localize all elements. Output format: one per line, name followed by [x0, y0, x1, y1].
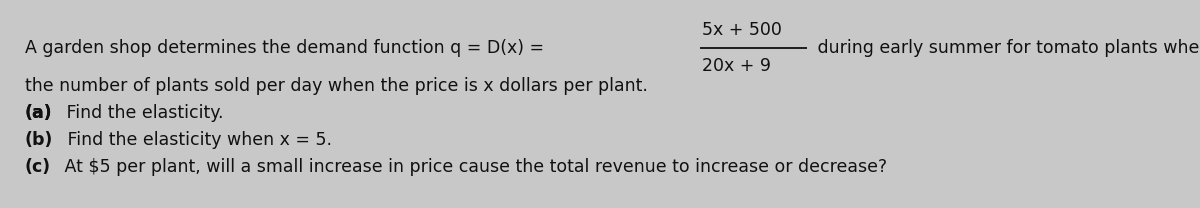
Text: Find the elasticity when x = 5.: Find the elasticity when x = 5.	[61, 131, 331, 149]
Text: A garden shop determines the demand function q = D(x) =: A garden shop determines the demand func…	[25, 39, 550, 57]
Text: (a): (a)	[25, 104, 53, 122]
Text: (b): (b)	[25, 131, 53, 149]
Text: 5x + 500: 5x + 500	[702, 21, 782, 39]
Text: (c): (c)	[25, 158, 52, 176]
Text: the number of plants sold per day when the price is x dollars per plant.: the number of plants sold per day when t…	[25, 77, 648, 95]
Text: during early summer for tomato plants where q is: during early summer for tomato plants wh…	[812, 39, 1200, 57]
Text: 20x + 9: 20x + 9	[702, 57, 770, 75]
Text: Find the elasticity.: Find the elasticity.	[61, 104, 223, 122]
Text: (a): (a)	[25, 104, 53, 122]
Text: At $5 per plant, will a small increase in price cause the total revenue to incre: At $5 per plant, will a small increase i…	[59, 158, 887, 176]
